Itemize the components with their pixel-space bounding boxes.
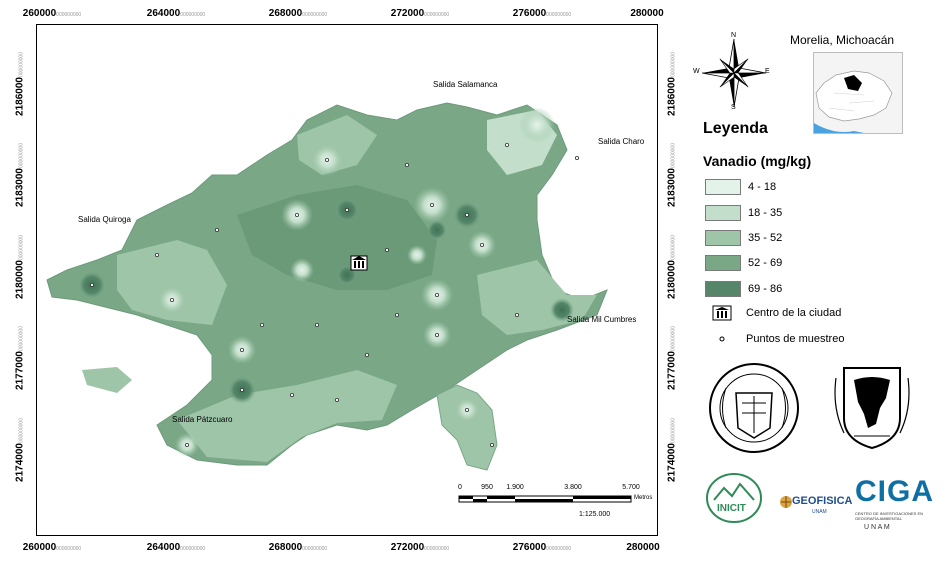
label-salida-mil-cumbres: Salida Mil Cumbres	[567, 315, 637, 324]
legend-swatch-5	[705, 281, 741, 297]
y-tick-left-3: 2180000000000000	[14, 235, 26, 299]
inicit-logo	[706, 473, 762, 523]
legend-label-2: 18 - 35	[748, 207, 783, 219]
island-southwest	[82, 367, 132, 393]
legend-swatch-3	[705, 230, 741, 246]
legend-class-4: 52 - 69	[705, 254, 782, 272]
scale-bar	[458, 495, 632, 503]
city-center-icon	[712, 305, 732, 321]
x-tick-bottom-6: 280000	[626, 542, 660, 553]
sample-point-icon	[719, 336, 725, 342]
unam-seal-logo	[834, 367, 910, 450]
legend-class-2: 18 - 35	[705, 204, 782, 222]
y-tick-right-5: 2174000000000000	[666, 418, 678, 482]
scale-tick-3: 3.800	[564, 484, 582, 491]
x-tick-top-1: 260000000000000	[22, 8, 82, 19]
vanadium-raster-map	[46, 102, 632, 503]
x-tick-top-4: 272000000000000	[390, 8, 450, 19]
y-tick-left-4: 2177000000000000	[14, 326, 26, 390]
x-tick-top-3: 268000000000000	[268, 8, 328, 19]
legend-title: Leyenda	[703, 120, 768, 137]
geofisica-globe-icon	[780, 496, 792, 508]
scale-tick-0: 0	[458, 484, 462, 491]
scale-tick-2: 1.900	[506, 484, 524, 491]
zone-light-south	[177, 370, 397, 462]
legend-label-3: 35 - 52	[748, 232, 783, 244]
ciga-logo-unam: U N A M	[864, 524, 890, 531]
zone-light-west	[117, 240, 227, 325]
compass-n: N	[731, 32, 737, 39]
compass-s: S	[731, 104, 736, 111]
y-tick-right-1: 2186000000000000	[666, 52, 678, 116]
legend-class-5: 69 - 86	[705, 280, 782, 298]
compass-w: W	[693, 68, 700, 75]
x-tick-top-6: 280000	[630, 8, 664, 19]
ciga-logo-text: CIGA	[855, 475, 934, 508]
geofisica-logo-text: GEOFISICA	[792, 495, 853, 507]
scale-unit: Metros	[634, 495, 653, 501]
y-tick-right-4: 2177000000000000	[666, 326, 678, 390]
map-frame: 0 950 1.900 3.800 5.700 Metros 1:125.000…	[36, 24, 658, 536]
y-tick-left-1: 2186000000000000	[14, 52, 26, 116]
x-tick-bottom-5: 276000000000000	[512, 542, 572, 553]
x-tick-bottom-3: 268000000000000	[268, 542, 328, 553]
y-tick-left-5: 2174000000000000	[14, 418, 26, 482]
legend-city-center-label: Centro de la ciudad	[746, 307, 842, 319]
scale-ratio: 1:125.000	[579, 511, 611, 518]
location-inset-map	[813, 52, 903, 134]
y-tick-right-3: 2180000000000000	[666, 235, 678, 299]
legend-class-3: 35 - 52	[705, 229, 782, 247]
x-tick-top-2: 264000000000000	[146, 8, 206, 19]
x-tick-bottom-4: 272000000000000	[390, 542, 450, 553]
city-center-marker	[350, 255, 368, 271]
x-tick-top-5: 276000000000000	[512, 8, 572, 19]
y-tick-right-2: 2183000000000000	[666, 143, 678, 207]
legend-swatch-4	[705, 255, 741, 271]
umsnh-seal-logo	[709, 363, 799, 453]
legend-class-1: 4 - 18	[705, 178, 776, 196]
scale-tick-4: 5.700	[622, 484, 640, 491]
x-tick-bottom-1: 260000000000000	[22, 542, 82, 553]
legend-swatch-2	[705, 205, 741, 221]
label-salida-charo: Salida Charo	[598, 137, 645, 146]
legend-swatch-1	[705, 179, 741, 195]
geofisica-logo-sub: UNAM	[812, 509, 827, 515]
legend-sample-points-label: Puntos de muestreo	[746, 333, 845, 345]
island-southeast	[436, 384, 498, 471]
legend-label-5: 69 - 86	[748, 283, 783, 295]
x-tick-bottom-2: 264000000000000	[146, 542, 206, 553]
compass-rose-icon	[701, 38, 767, 108]
location-title: Morelia, Michoacán	[790, 33, 895, 47]
legend-label-1: 4 - 18	[748, 181, 777, 193]
label-salida-patzcuaro: Salida Pátzcuaro	[172, 415, 233, 424]
label-salida-quiroga: Salida Quiroga	[78, 215, 131, 224]
scale-tick-1: 950	[481, 484, 493, 491]
legend-label-4: 52 - 69	[748, 257, 783, 269]
sample-points	[90, 143, 580, 447]
label-salida-salamanca: Salida Salamanca	[433, 80, 498, 89]
y-tick-left-2: 2183000000000000	[14, 143, 26, 207]
compass-e: E	[765, 68, 770, 75]
ciga-logo-sub: CENTRO DE INVESTIGACIONES EN GEOGRAFÍA A…	[855, 511, 924, 521]
legend-city-center: Centro de la ciudad	[712, 305, 841, 321]
inicit-logo-text: INICIT	[717, 503, 746, 514]
legend-subtitle: Vanadio (mg/kg)	[703, 153, 812, 169]
legend-sample-points: Puntos de muestreo	[712, 331, 844, 347]
